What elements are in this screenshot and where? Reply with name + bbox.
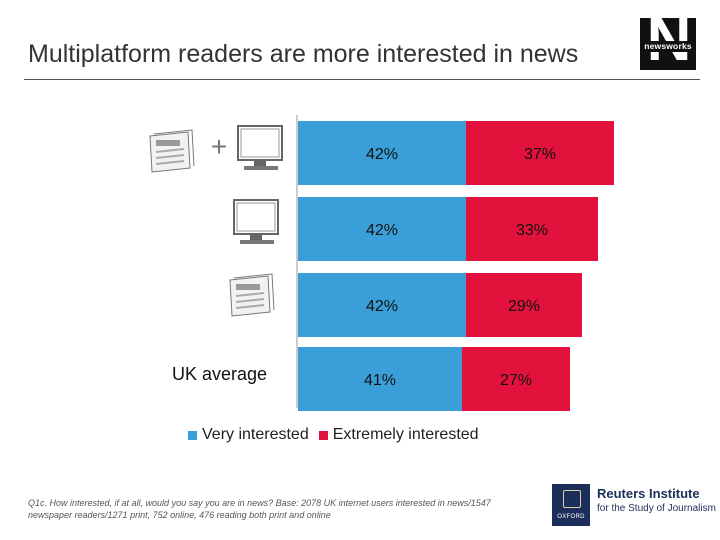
legend-swatch-extremely-interested xyxy=(318,430,328,440)
data-label-very-interested-uk-average: 41% xyxy=(364,372,396,389)
data-label-very-interested-print: 42% xyxy=(366,298,398,315)
reuters-institute-logo: Reuters Institute for the Study of Journ… xyxy=(597,486,716,514)
data-label-very-interested-online: 42% xyxy=(366,222,398,239)
row-label-uk-average: UK average xyxy=(172,364,268,384)
newsworks-logo: N newsworks xyxy=(640,18,696,70)
print-newspaper-icon xyxy=(149,129,195,173)
print-newspaper-icon xyxy=(229,273,275,317)
data-label-very-interested-print-online: 42% xyxy=(366,146,398,163)
data-label-extremely-interested-print: 29% xyxy=(508,298,540,315)
legend-swatch-very-interested xyxy=(188,430,197,440)
footnote: Q1c. How interested, if at all, would yo… xyxy=(28,498,491,520)
bar-extremely-interested-uk-average xyxy=(462,347,570,411)
computer-monitor-icon xyxy=(237,125,283,170)
bar-extremely-interested-print xyxy=(466,273,582,337)
oxford-crest-icon xyxy=(563,490,581,508)
chart-legend: Very interested Extremely interested xyxy=(188,426,489,444)
data-label-extremely-interested-print-online: 37% xyxy=(524,146,556,163)
data-label-extremely-interested-online: 33% xyxy=(516,222,548,239)
page-title: Multiplatform readers are more intereste… xyxy=(28,40,579,68)
bar-very-interested-uk-average xyxy=(298,347,462,411)
plus-icon: + xyxy=(211,131,227,162)
bar-very-interested-print xyxy=(298,273,466,337)
oxford-logo: OXFORD xyxy=(552,484,590,526)
legend-item-very-interested: Very interested xyxy=(188,426,309,444)
reuters-institute-subtitle: for the Study of Journalism xyxy=(597,503,716,514)
bar-extremely-interested-print-online xyxy=(466,121,614,185)
reuters-institute-name: Reuters Institute xyxy=(597,486,700,501)
legend-label-extremely-interested: Extremely interested xyxy=(332,426,479,443)
title-divider xyxy=(24,79,700,80)
data-label-extremely-interested-uk-average: 27% xyxy=(500,372,532,389)
legend-label-very-interested: Very interested xyxy=(202,426,309,443)
computer-monitor-icon xyxy=(233,199,279,244)
newsworks-logo-text: newsworks xyxy=(644,41,692,51)
oxford-logo-text: OXFORD xyxy=(557,514,585,520)
bar-extremely-interested-online xyxy=(466,197,598,261)
legend-item-extremely-interested: Extremely interested xyxy=(318,426,479,444)
bar-very-interested-online xyxy=(298,197,466,261)
bar-very-interested-print-online xyxy=(298,121,466,185)
